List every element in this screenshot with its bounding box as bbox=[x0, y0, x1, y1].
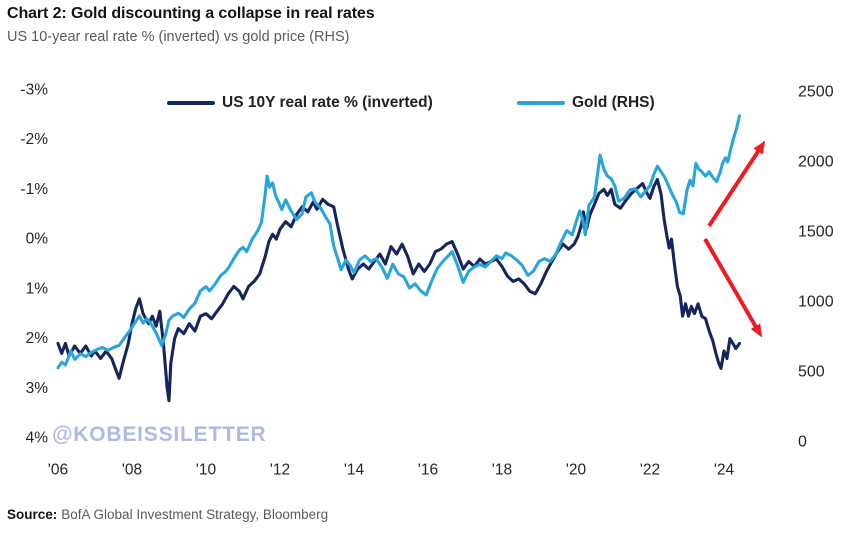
x-tick-label: '16 bbox=[418, 462, 438, 479]
down-arrow-annotation bbox=[703, 237, 763, 338]
y-right-tick-label: 500 bbox=[798, 364, 825, 381]
y-left-tick-label: 2% bbox=[26, 330, 49, 347]
y-right-tick-label: 1500 bbox=[798, 224, 834, 241]
y-left-tick-label: 4% bbox=[26, 430, 49, 447]
x-tick-label: '22 bbox=[640, 462, 660, 479]
chart-subtitle: US 10-year real rate % (inverted) vs gol… bbox=[7, 29, 350, 45]
legend-label-real-rate: US 10Y real rate % (inverted) bbox=[222, 94, 433, 111]
legend-item-real-rate: US 10Y real rate % (inverted) bbox=[167, 94, 433, 112]
x-tick-label: '10 bbox=[196, 462, 217, 479]
gold-line bbox=[56, 114, 742, 370]
us-10y-real-rate-line bbox=[56, 177, 742, 403]
source-text: BofA Global Investment Strategy, Bloombe… bbox=[61, 507, 329, 522]
x-tick-label: '14 bbox=[344, 462, 365, 479]
source-prefix: Source: bbox=[7, 507, 58, 522]
y-left-tick-label: -2% bbox=[20, 131, 48, 148]
watermark: @KOBEISSILETTER bbox=[52, 423, 267, 446]
y-left-tick-label: 1% bbox=[26, 280, 49, 297]
y-left-tick-label: -3% bbox=[20, 82, 48, 99]
source-line: Source: BofA Global Investment Strategy, … bbox=[7, 507, 328, 522]
real-rate-line-swatch bbox=[167, 100, 215, 106]
chart-title: Chart 2: Gold discounting a collapse in … bbox=[7, 5, 375, 22]
y-right-tick-label: 2500 bbox=[798, 84, 834, 101]
x-tick-label: '20 bbox=[566, 462, 587, 479]
x-tick-label: '06 bbox=[48, 462, 68, 479]
legend-item-gold: Gold (RHS) bbox=[517, 94, 655, 112]
gold-line-swatch bbox=[517, 100, 565, 106]
y-left-tick-label: 0% bbox=[26, 231, 49, 248]
y-right-tick-label: 2000 bbox=[798, 154, 834, 171]
up-arrow-annotation bbox=[707, 140, 766, 228]
y-left-tick-label: 3% bbox=[26, 380, 49, 397]
x-tick-label: '18 bbox=[492, 462, 512, 479]
x-tick-label: '12 bbox=[270, 462, 290, 479]
y-right-tick-label: 0 bbox=[798, 434, 807, 451]
x-tick-label: '08 bbox=[122, 462, 142, 479]
y-left-tick-label: -1% bbox=[20, 181, 48, 198]
y-right-tick-label: 1000 bbox=[798, 294, 834, 311]
x-tick-label: '24 bbox=[714, 462, 735, 479]
legend-label-gold: Gold (RHS) bbox=[572, 94, 655, 111]
